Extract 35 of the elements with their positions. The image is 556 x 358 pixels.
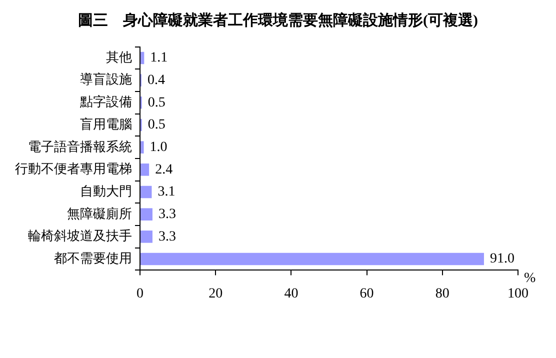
bar (140, 186, 152, 198)
x-tick-label: 20 (208, 286, 223, 302)
data-label: 0.5 (148, 118, 166, 133)
data-label: 2.4 (155, 162, 173, 178)
x-tick-label: 80 (435, 286, 450, 302)
bar (140, 164, 150, 176)
y-tick-label: 盲用電腦 (80, 116, 132, 132)
y-tick-label: 其他 (106, 49, 132, 64)
x-tick-label: 60 (360, 286, 374, 302)
x-tick-label: 0 (136, 286, 144, 302)
data-label: 1.0 (150, 140, 168, 155)
bar (140, 230, 152, 243)
x-tick-label: 40 (284, 286, 298, 302)
y-tick-label: 輪椅斜坡道及扶手 (28, 228, 132, 244)
y-tick-label: 都不需要使用 (54, 250, 132, 266)
bar (140, 208, 152, 220)
data-label: 3.3 (158, 207, 176, 222)
data-label: 3.3 (158, 229, 176, 244)
y-tick-label: 無障礙廁所 (67, 206, 132, 221)
x-tick-label: 100 (508, 286, 528, 302)
y-tick-label: 自動大門 (80, 183, 132, 198)
data-label: 0.4 (148, 72, 166, 88)
bar (140, 141, 144, 154)
data-label: 0.5 (148, 95, 166, 110)
data-label: 1.1 (150, 50, 168, 66)
data-label: 91.0 (490, 252, 514, 267)
data-label: 3.1 (158, 184, 176, 200)
bar (140, 252, 484, 266)
x-axis-title: % (524, 270, 536, 286)
chart-title: 圖三 身心障礙就業者工作環境需要無障礙設施情形(可複選) (78, 11, 478, 31)
y-tick-label: 導盲設施 (80, 72, 132, 87)
y-tick-label: 電子語音播報系統 (28, 138, 132, 154)
y-tick-label: 點字設備 (79, 94, 132, 110)
y-tick-label: 行動不便者專用電梯 (15, 161, 132, 176)
bar (140, 52, 144, 64)
